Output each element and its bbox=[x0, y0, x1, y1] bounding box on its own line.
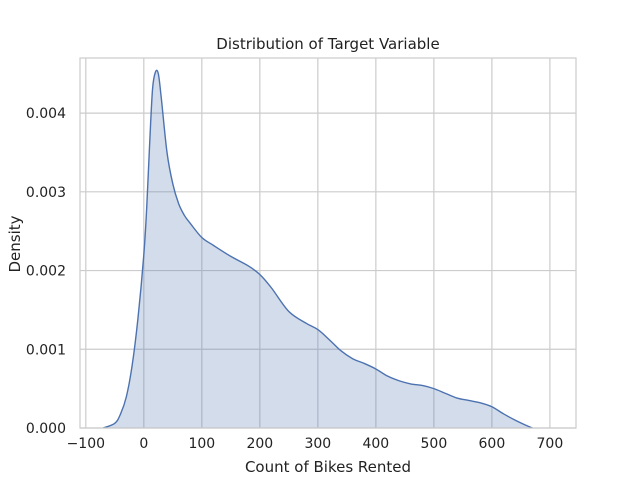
x-axis-ticks: −100 0 100 200 300 400 500 600 700 bbox=[67, 436, 564, 452]
y-tick-label: 0.000 bbox=[26, 421, 66, 437]
x-tick-label: −100 bbox=[67, 436, 105, 452]
y-axis-label: Density bbox=[6, 215, 24, 272]
plot-frame bbox=[79, 57, 577, 429]
x-tick-label: 0 bbox=[139, 436, 148, 452]
x-tick-label: 400 bbox=[362, 436, 389, 452]
density-line bbox=[102, 69, 533, 429]
x-tick-label: 600 bbox=[479, 436, 506, 452]
grid bbox=[80, 58, 576, 429]
chart-title: Distribution of Target Variable bbox=[216, 35, 439, 53]
y-tick-label: 0.002 bbox=[26, 264, 66, 280]
y-tick-label: 0.003 bbox=[26, 185, 66, 201]
y-tick-label: 0.001 bbox=[26, 342, 66, 358]
density-area-fill bbox=[103, 70, 533, 429]
y-tick-label: 0.004 bbox=[26, 106, 66, 122]
x-tick-label: 100 bbox=[188, 436, 215, 452]
plot-area bbox=[102, 69, 533, 429]
x-tick-label: 500 bbox=[421, 436, 448, 452]
y-axis-ticks: 0.000 0.001 0.002 0.003 0.004 bbox=[26, 106, 66, 437]
x-tick-label: 200 bbox=[246, 436, 273, 452]
x-axis-label: Count of Bikes Rented bbox=[245, 458, 411, 476]
x-tick-label: 700 bbox=[537, 436, 564, 452]
x-tick-label: 300 bbox=[304, 436, 331, 452]
